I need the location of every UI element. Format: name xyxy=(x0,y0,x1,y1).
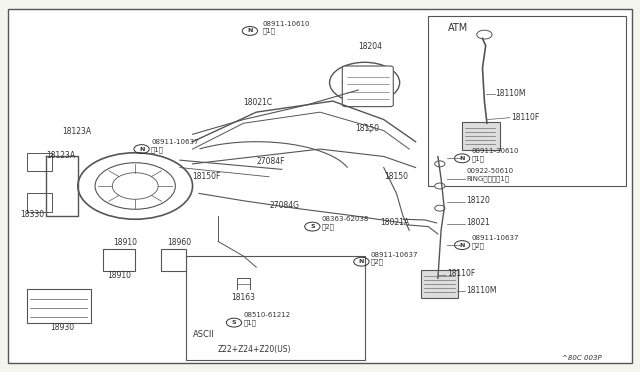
Text: N: N xyxy=(247,28,253,33)
Text: N: N xyxy=(139,147,144,151)
Text: 18960: 18960 xyxy=(167,238,191,247)
Text: ASCII: ASCII xyxy=(193,330,214,339)
Bar xyxy=(27,153,52,171)
Text: 27084G: 27084G xyxy=(269,201,299,210)
FancyBboxPatch shape xyxy=(103,249,135,271)
Circle shape xyxy=(435,161,445,167)
Text: 18110M: 18110M xyxy=(467,286,497,295)
FancyBboxPatch shape xyxy=(186,256,365,359)
FancyBboxPatch shape xyxy=(8,9,632,363)
Text: 08363-62038
（2）: 08363-62038 （2） xyxy=(322,217,369,230)
Text: N: N xyxy=(460,156,465,161)
Text: 18110F: 18110F xyxy=(447,269,476,279)
Circle shape xyxy=(435,183,445,189)
Text: 18910: 18910 xyxy=(113,238,137,247)
Text: 08911-30610
（1）: 08911-30610 （1） xyxy=(472,148,519,162)
Text: N: N xyxy=(359,259,364,264)
Text: N: N xyxy=(460,243,465,248)
Text: ^80C 003P: ^80C 003P xyxy=(562,355,602,360)
Bar xyxy=(27,193,52,212)
Text: 00922-50610
RINGリング（1）: 00922-50610 RINGリング（1） xyxy=(467,169,514,182)
Text: 08911-10610
（1）: 08911-10610 （1） xyxy=(262,21,310,34)
Text: S: S xyxy=(232,320,236,325)
Text: 18123A: 18123A xyxy=(62,127,91,136)
Text: 08911-10637
（2）: 08911-10637 （2） xyxy=(472,235,519,248)
Text: 18110F: 18110F xyxy=(511,113,540,122)
Text: 08911-10637
（1）: 08911-10637 （1） xyxy=(151,139,198,153)
Text: 18163: 18163 xyxy=(232,294,255,302)
FancyBboxPatch shape xyxy=(462,122,500,150)
Text: ATM: ATM xyxy=(447,23,468,33)
Text: 08911-10637
（2）: 08911-10637 （2） xyxy=(371,251,419,265)
Text: Z22+Z24+Z20(US): Z22+Z24+Z20(US) xyxy=(218,345,292,354)
Text: S: S xyxy=(310,224,315,229)
Circle shape xyxy=(435,205,445,211)
FancyBboxPatch shape xyxy=(161,249,186,271)
Text: 18910: 18910 xyxy=(108,271,131,280)
Text: 18021C: 18021C xyxy=(244,98,273,107)
Text: 27084F: 27084F xyxy=(256,157,285,166)
Text: 18021: 18021 xyxy=(467,218,490,227)
Text: 18150: 18150 xyxy=(355,124,379,132)
Text: 18120: 18120 xyxy=(467,196,490,205)
Text: 08510-61212
（1）: 08510-61212 （1） xyxy=(244,312,291,326)
Text: 18930: 18930 xyxy=(50,323,74,332)
FancyBboxPatch shape xyxy=(27,289,91,323)
Text: 18150: 18150 xyxy=(384,171,408,181)
Text: 18021A: 18021A xyxy=(381,218,410,227)
Text: 18110M: 18110M xyxy=(495,89,525,97)
Text: 18123A: 18123A xyxy=(46,151,75,160)
FancyBboxPatch shape xyxy=(428,16,626,186)
FancyBboxPatch shape xyxy=(420,270,458,298)
FancyBboxPatch shape xyxy=(342,66,394,107)
Text: 18204: 18204 xyxy=(358,42,382,51)
Text: 18330: 18330 xyxy=(20,211,45,219)
Text: 18150F: 18150F xyxy=(193,171,221,181)
